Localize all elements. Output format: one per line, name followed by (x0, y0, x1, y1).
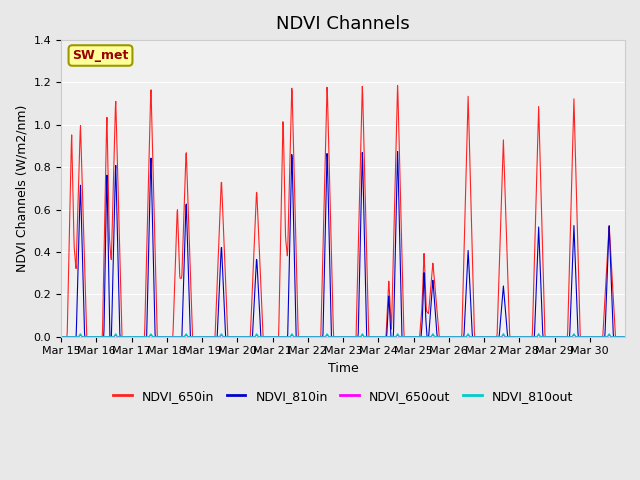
NDVI_650in (145, 149, 153, 155)
NDVI_810out (57, 334, 65, 340)
Y-axis label: NDVI Channels (W/m2/nm): NDVI Channels (W/m2/nm) (15, 105, 28, 272)
NDVI_650out (621, 334, 629, 340)
NDVI_650in (394, 83, 401, 88)
NDVI_650out (145, 334, 153, 339)
Line: NDVI_650in: NDVI_650in (61, 85, 625, 337)
NDVI_810out (328, 334, 336, 340)
Line: NDVI_650out: NDVI_650out (61, 335, 625, 337)
NDVI_650out (57, 334, 65, 340)
Legend: NDVI_650in, NDVI_810in, NDVI_650out, NDVI_810out: NDVI_650in, NDVI_810in, NDVI_650out, NDV… (108, 384, 578, 408)
NDVI_810out (145, 334, 153, 339)
NDVI_650in (476, 334, 484, 340)
X-axis label: Time: Time (328, 362, 358, 375)
Text: SW_met: SW_met (72, 49, 129, 62)
NDVI_810out (500, 331, 508, 336)
NDVI_810out (317, 334, 325, 340)
NDVI_810in (57, 334, 65, 340)
NDVI_810out (621, 334, 629, 340)
Line: NDVI_810out: NDVI_810out (61, 334, 625, 337)
NDVI_810out (559, 334, 567, 340)
NDVI_810in (614, 334, 622, 340)
NDVI_650in (621, 334, 629, 340)
NDVI_810out (614, 334, 622, 340)
Title: NDVI Channels: NDVI Channels (276, 15, 410, 33)
NDVI_650in (57, 334, 65, 340)
NDVI_810in (476, 334, 484, 340)
NDVI_810in (621, 334, 629, 340)
NDVI_650out (559, 334, 567, 340)
NDVI_810in (328, 334, 336, 340)
NDVI_650out (500, 332, 508, 337)
NDVI_810in (559, 334, 567, 340)
Line: NDVI_810in: NDVI_810in (61, 152, 625, 337)
NDVI_810in (317, 334, 325, 340)
NDVI_810in (145, 224, 153, 229)
NDVI_650in (317, 305, 325, 311)
NDVI_650in (328, 281, 336, 287)
NDVI_650out (317, 334, 325, 340)
NDVI_650out (328, 334, 336, 340)
NDVI_650out (476, 334, 484, 340)
NDVI_650in (614, 334, 622, 340)
NDVI_810out (476, 334, 484, 340)
NDVI_650out (614, 334, 622, 340)
NDVI_650in (559, 334, 567, 340)
NDVI_810in (394, 149, 401, 155)
